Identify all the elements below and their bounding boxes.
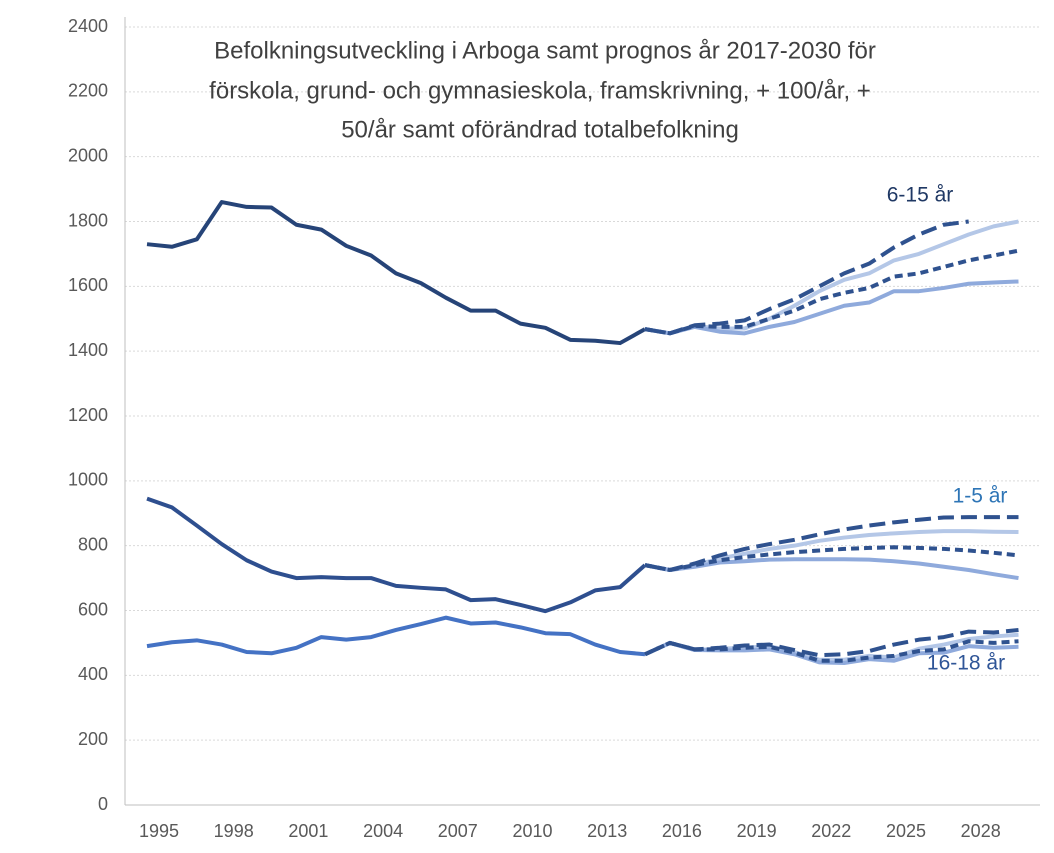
x-tick-label: 2013 <box>587 821 627 841</box>
annotation: 6-15 år <box>887 184 954 207</box>
y-tick-label: 1000 <box>68 470 108 490</box>
annotation: 1-5 år <box>953 485 1008 508</box>
x-tick-label: 2001 <box>288 821 328 841</box>
x-tick-label: 2004 <box>363 821 403 841</box>
x-tick-label: 2019 <box>737 821 777 841</box>
x-tick-label: 2022 <box>811 821 851 841</box>
series-line <box>644 219 1019 336</box>
x-tick-label: 2028 <box>961 821 1001 841</box>
series-line <box>644 639 1019 663</box>
x-tick-label: 2016 <box>662 821 702 841</box>
y-tick-label: 1800 <box>68 210 108 230</box>
series-line <box>146 615 646 657</box>
series-line <box>644 529 1019 572</box>
chart-title: förskola, grund- och gymnasieskola, fram… <box>209 77 871 104</box>
y-tick-label: 1200 <box>68 405 108 425</box>
series-line <box>146 200 646 346</box>
series-line <box>644 279 1019 336</box>
y-tick-label: 2200 <box>68 81 108 101</box>
y-tick-label: 1600 <box>68 275 108 295</box>
y-tick-label: 800 <box>78 534 108 554</box>
x-tick-label: 2025 <box>886 821 926 841</box>
y-tick-label: 200 <box>78 729 108 749</box>
y-tick-label: 0 <box>98 794 108 814</box>
x-tick-label: 2010 <box>512 821 552 841</box>
x-tick-label: 2007 <box>438 821 478 841</box>
y-tick-label: 2000 <box>68 145 108 165</box>
series-line <box>146 496 647 614</box>
series-line <box>644 219 969 336</box>
series-line <box>644 627 1019 658</box>
x-tick-label: 1995 <box>139 821 179 841</box>
chart-title: Befolkningsutveckling i Arboga samt prog… <box>214 37 876 64</box>
y-tick-label: 1400 <box>68 340 108 360</box>
y-tick-label: 2400 <box>68 16 108 36</box>
x-tick-label: 1998 <box>214 821 254 841</box>
chart-title: 50/år samt oförändrad totalbefolkning <box>341 116 739 143</box>
series-line <box>644 515 1019 572</box>
annotation: 16-18 år <box>927 652 1005 675</box>
series-line <box>644 557 1019 581</box>
y-tick-label: 400 <box>78 664 108 684</box>
y-tick-label: 600 <box>78 599 108 619</box>
series-line <box>644 545 1019 572</box>
